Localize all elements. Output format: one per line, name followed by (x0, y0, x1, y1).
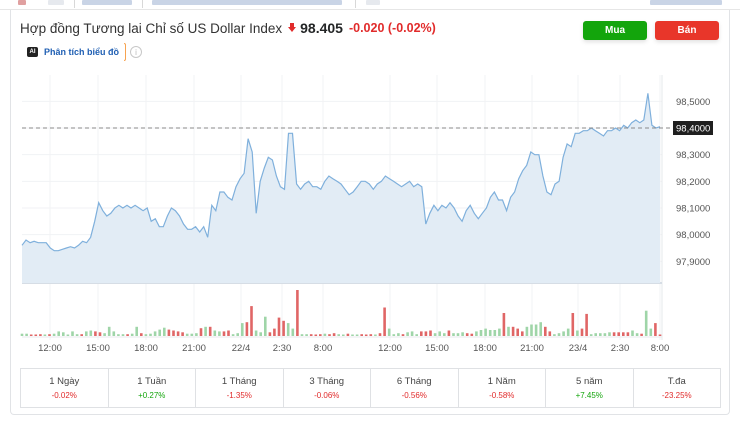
volume-bars (20, 290, 662, 336)
sell-button[interactable]: Bán (655, 21, 719, 40)
ai-icon: AI (27, 47, 38, 57)
toolbar-divider (74, 0, 75, 8)
x-axis: 12:00 15:00 18:00 21:00 22/4 2:30 8:00 12:00 15:… (38, 343, 669, 354)
perf-5-year[interactable]: 5 năm +7.45% (546, 369, 634, 407)
perf-label: T.đa (667, 376, 686, 387)
perf-value: -0.56% (401, 391, 427, 400)
svg-text:18:00: 18:00 (134, 343, 158, 354)
perf-value: +7.45% (575, 391, 603, 400)
chart-toolbar (0, 0, 740, 10)
svg-text:98,5000: 98,5000 (676, 97, 710, 108)
svg-text:18:00: 18:00 (473, 343, 497, 354)
perf-3-month[interactable]: 3 Tháng -0.06% (284, 369, 371, 407)
price-area-fill (22, 93, 660, 283)
ai-bracket-decoration (124, 43, 127, 61)
svg-text:98,2000: 98,2000 (676, 177, 710, 188)
svg-text:23/4: 23/4 (569, 343, 588, 354)
last-price: 98.405 (300, 20, 343, 36)
perf-label: 1 Năm (487, 376, 516, 387)
svg-text:12:00: 12:00 (378, 343, 402, 354)
svg-text:97,9000: 97,9000 (676, 257, 710, 268)
svg-text:21:00: 21:00 (182, 343, 206, 354)
svg-text:12:00: 12:00 (38, 343, 62, 354)
buy-button[interactable]: Mua (583, 21, 647, 40)
svg-text:21:00: 21:00 (520, 343, 544, 354)
y-axis: 98,5000 98,4000 98,3000 98,2000 98,1000 98,00… (673, 97, 713, 268)
svg-text:8:00: 8:00 (314, 343, 333, 354)
info-icon[interactable]: i (130, 46, 143, 58)
indicators-button[interactable] (82, 0, 132, 5)
svg-text:22/4: 22/4 (232, 343, 251, 354)
perf-value: -0.58% (489, 391, 515, 400)
ai-analysis-link[interactable]: AI Phân tích biểu đồ i (22, 42, 143, 62)
performance-table: 1 Ngày -0.02% 1 Tuần +0.27% 1 Tháng -1.35% … (20, 368, 721, 408)
perf-1-day[interactable]: 1 Ngày -0.02% (21, 369, 109, 407)
chart-card (10, 10, 730, 415)
perf-all-time[interactable]: T.đa -23.25% (634, 369, 721, 407)
chart-type-icon[interactable] (18, 0, 26, 5)
svg-text:8:00: 8:00 (651, 343, 670, 354)
arrow-down-icon (288, 23, 297, 33)
perf-value: -0.06% (314, 391, 340, 400)
price-chart[interactable]: Investing.com 98,500098,400098,300098,20… (0, 0, 740, 365)
perf-value: -1.35% (226, 391, 252, 400)
toolbar-divider (142, 0, 143, 8)
instrument-title: Hợp đồng Tương lai Chỉ số US Dollar Inde… (20, 20, 283, 36)
svg-text:98,3000: 98,3000 (676, 150, 710, 161)
perf-label: 3 Tháng (309, 376, 345, 387)
perf-1-year[interactable]: 1 Năm -0.58% (459, 369, 546, 407)
ai-analysis-label: Phân tích biểu đồ (44, 47, 120, 57)
svg-text:2:30: 2:30 (273, 343, 292, 354)
toolbar-divider (355, 0, 356, 8)
svg-text:15:00: 15:00 (86, 343, 110, 354)
instrument-header: Hợp đồng Tương lai Chỉ số US Dollar Inde… (20, 17, 436, 39)
svg-text:98,0000: 98,0000 (676, 230, 710, 241)
perf-value: +0.27% (138, 391, 166, 400)
perf-6-month[interactable]: 6 Tháng -0.56% (371, 369, 459, 407)
perf-value: -23.25% (661, 391, 692, 400)
perf-label: 1 Ngày (49, 376, 80, 387)
price-line (21, 93, 661, 252)
timeframe-buttons[interactable] (152, 0, 342, 5)
perf-value: -0.02% (51, 391, 77, 400)
perf-1-week[interactable]: 1 Tuần +0.27% (109, 369, 196, 407)
perf-label: 1 Tuần (137, 376, 167, 387)
svg-text:2:30: 2:30 (611, 343, 630, 354)
fullscreen-button[interactable] (366, 0, 380, 5)
perf-label: 6 Tháng (396, 376, 432, 387)
perf-label: 1 Tháng (221, 376, 257, 387)
svg-text:98,4000: 98,4000 (676, 124, 710, 135)
svg-text:15:00: 15:00 (425, 343, 449, 354)
perf-1-month[interactable]: 1 Tháng -1.35% (196, 369, 284, 407)
technical-chart-link[interactable] (650, 0, 722, 5)
layout-button[interactable] (48, 0, 64, 5)
svg-text:98,1000: 98,1000 (676, 204, 710, 215)
perf-label: 5 năm (576, 376, 603, 387)
price-change: -0.020 (-0.02%) (348, 21, 436, 35)
